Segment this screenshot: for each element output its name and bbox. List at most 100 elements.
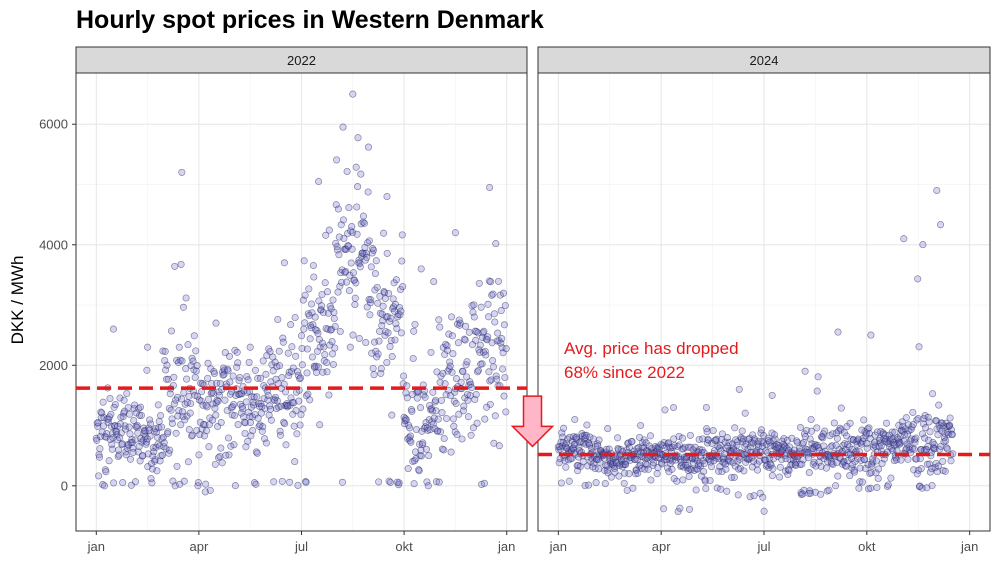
data-point: [813, 424, 821, 432]
data-point: [267, 416, 275, 424]
data-point: [430, 414, 438, 422]
data-point: [660, 505, 668, 513]
data-point-max: [349, 90, 357, 98]
data-point: [916, 455, 924, 463]
data-point: [452, 375, 461, 383]
data-point: [463, 358, 471, 366]
data-point: [94, 422, 102, 430]
data-point: [354, 183, 362, 191]
data-point: [191, 373, 199, 382]
data-point: [216, 452, 224, 461]
data-point: [148, 479, 156, 487]
data-point: [314, 329, 322, 337]
data-point: [178, 395, 186, 403]
data-point: [211, 460, 219, 468]
data-point: [935, 401, 943, 409]
data-point: [323, 288, 332, 296]
data-point: [489, 290, 497, 298]
panels-layer: 2022 jan apr jul okt jan 2024 jan apr jul okt jan 0 2…: [39, 46, 991, 554]
data-point: [253, 449, 261, 457]
data-point: [125, 423, 133, 431]
data-point: [565, 477, 573, 485]
data-point: [297, 374, 305, 382]
data-point: [273, 397, 281, 405]
data-point: [497, 307, 505, 315]
data-point: [644, 465, 652, 473]
data-point: [129, 448, 137, 456]
data-point: [873, 483, 881, 492]
data-point: [910, 445, 918, 453]
data-point: [914, 275, 922, 283]
data-point: [679, 476, 687, 484]
data-point: [204, 374, 212, 382]
data-point: [167, 327, 176, 335]
data-point: [498, 335, 506, 343]
data-point: [162, 375, 171, 383]
data-point: [437, 396, 446, 404]
data-point: [204, 395, 213, 403]
data-point: [388, 353, 396, 361]
data-point: [205, 443, 213, 451]
data-point: [921, 434, 929, 442]
data-point: [454, 339, 462, 347]
data-point-max: [768, 391, 776, 399]
data-point: [325, 226, 333, 234]
data-point-max: [486, 183, 494, 192]
data-point: [328, 337, 336, 346]
data-point: [861, 464, 870, 473]
data-point: [362, 339, 370, 347]
data-point: [436, 323, 444, 331]
data-point-max: [933, 186, 941, 195]
data-point: [410, 327, 418, 335]
data-point: [356, 263, 364, 271]
data-point: [483, 403, 491, 411]
data-point: [865, 424, 873, 432]
data-point: [309, 261, 317, 270]
data-point: [480, 479, 488, 487]
data-point: [318, 290, 326, 299]
data-point: [634, 469, 642, 477]
data-point: [833, 434, 841, 443]
data-point: [943, 444, 951, 452]
data-point: [134, 448, 142, 456]
data-point: [343, 167, 351, 176]
data-point: [500, 392, 508, 400]
data-point: [427, 348, 435, 356]
data-point: [691, 443, 699, 451]
data-point-max: [834, 328, 842, 336]
data-point: [297, 411, 305, 419]
data-point: [274, 315, 282, 324]
data-point: [154, 401, 162, 409]
strip-background: [75, 46, 528, 74]
data-point: [183, 375, 191, 383]
data-point: [160, 439, 168, 447]
data-point: [438, 409, 446, 417]
data-point: [126, 455, 135, 463]
data-point: [699, 435, 707, 443]
y-tick-label: 0: [61, 478, 68, 493]
data-point: [131, 436, 139, 444]
data-point: [334, 205, 342, 213]
data-point: [499, 289, 508, 297]
data-point: [303, 369, 311, 377]
data-point: [829, 460, 837, 468]
data-point: [218, 459, 226, 467]
data-point: [460, 402, 468, 410]
data-point: [226, 378, 234, 386]
data-point-max: [900, 235, 908, 243]
data-point: [469, 424, 477, 432]
data-point: [428, 407, 436, 415]
data-point: [163, 361, 171, 369]
data-point: [918, 430, 927, 438]
data-point: [303, 345, 311, 353]
data-point: [673, 477, 681, 485]
data-point: [934, 462, 942, 470]
data-point: [108, 445, 116, 453]
data-point: [692, 486, 700, 494]
data-point: [193, 362, 201, 370]
data-point: [99, 398, 107, 406]
data-point: [287, 367, 296, 376]
data-point: [475, 279, 483, 287]
data-point: [403, 382, 411, 390]
data-point: [261, 435, 269, 443]
